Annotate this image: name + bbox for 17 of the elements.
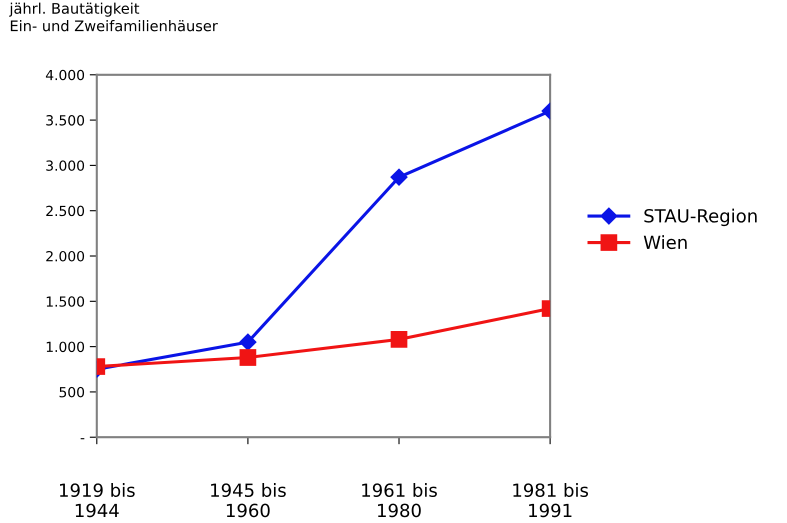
- x-tick-label: 1961 bis 1980: [362, 483, 437, 518]
- y-tick-label: 2.000: [46, 250, 84, 262]
- legend-label: Wien: [644, 235, 687, 250]
- point: [390, 168, 408, 186]
- legend-label: STAU-Region: [644, 208, 757, 226]
- x-tick-label: 1981 bis 1991: [513, 483, 588, 518]
- y-tick-label: 1.500: [46, 296, 84, 307]
- x-tick-label: 1919 bis 1944: [60, 483, 135, 518]
- y-tick-label: -: [80, 438, 84, 440]
- y-tick-label: 500: [60, 386, 84, 398]
- x-tick-label: 1945 bis 1960: [211, 483, 286, 518]
- chart-title: jährl. Bautätigkeit Ein- und Zweifamilienhäuser: [9, 2, 218, 32]
- y-tick-label: 1.000: [46, 342, 84, 352]
- y-tick-label: 3.000: [46, 160, 84, 171]
- y-tick-label: 3.500: [46, 115, 84, 126]
- y-tick-label: 4.000: [46, 70, 84, 80]
- y-tick-label: 2.500: [46, 206, 84, 216]
